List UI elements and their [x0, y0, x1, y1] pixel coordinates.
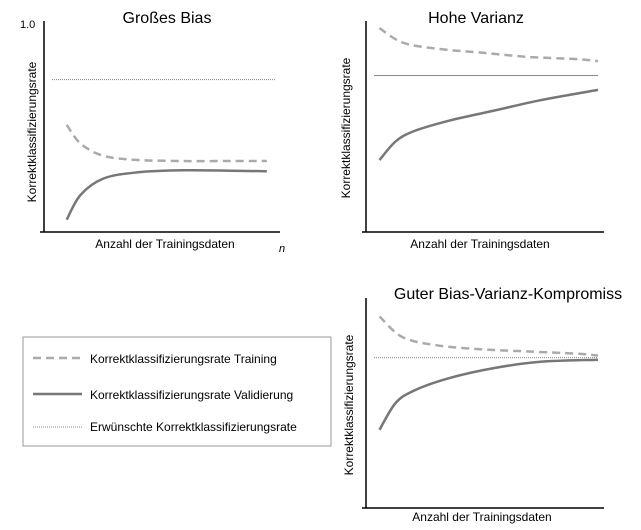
legend-box: [22, 336, 332, 447]
panel-3: Guter Bias-Varianz-Kompromiss Korrektkla…: [342, 286, 622, 524]
panel-1-x-end-label: n: [279, 243, 285, 255]
panel-2-x-label: Anzahl der Trainingsdaten: [410, 237, 549, 251]
legend-label-validation: Korrektklassifizierungsrate Validierung: [90, 388, 293, 402]
panel-3-series-training: [378, 315, 599, 357]
panel-1-title: Großes Bias: [123, 10, 212, 27]
panel-3-x-label: Anzahl der Trainingsdaten: [412, 510, 551, 524]
panel-1-series-training: [65, 124, 267, 163]
panel-1-y-tick-label: 1.0: [20, 19, 35, 31]
panel-2-series-training: [378, 27, 599, 63]
panel-1: Großes Bias 1.0 Korrektklassifizierungsr…: [20, 10, 285, 255]
panel-1-x-label: Anzahl der Trainingsdaten: [95, 237, 234, 251]
legend-label-desired: Erwünschte Korrektklassifizierungsrate: [90, 420, 297, 434]
panel-1-y-label: Korrektklassifizierungsrate: [25, 61, 39, 202]
panel-2: Hohe Varianz Korrektklassifizierungsrate…: [339, 10, 604, 251]
panel-2-title: Hohe Varianz: [428, 10, 524, 27]
panel-2-series-validation: [378, 88, 599, 161]
legend-label-training: Korrektklassifizierungsrate Training: [90, 352, 277, 366]
legend: Korrektklassifizierungsrate Training Kor…: [22, 336, 332, 447]
panel-1-series-validation: [65, 168, 267, 221]
panel-2-y-label: Korrektklassifizierungsrate: [339, 57, 353, 198]
panel-3-title: Guter Bias-Varianz-Kompromiss: [394, 286, 622, 303]
panel-3-y-label: Korrektklassifizierungsrate: [342, 334, 356, 475]
panel-3-series-validation: [378, 358, 599, 431]
